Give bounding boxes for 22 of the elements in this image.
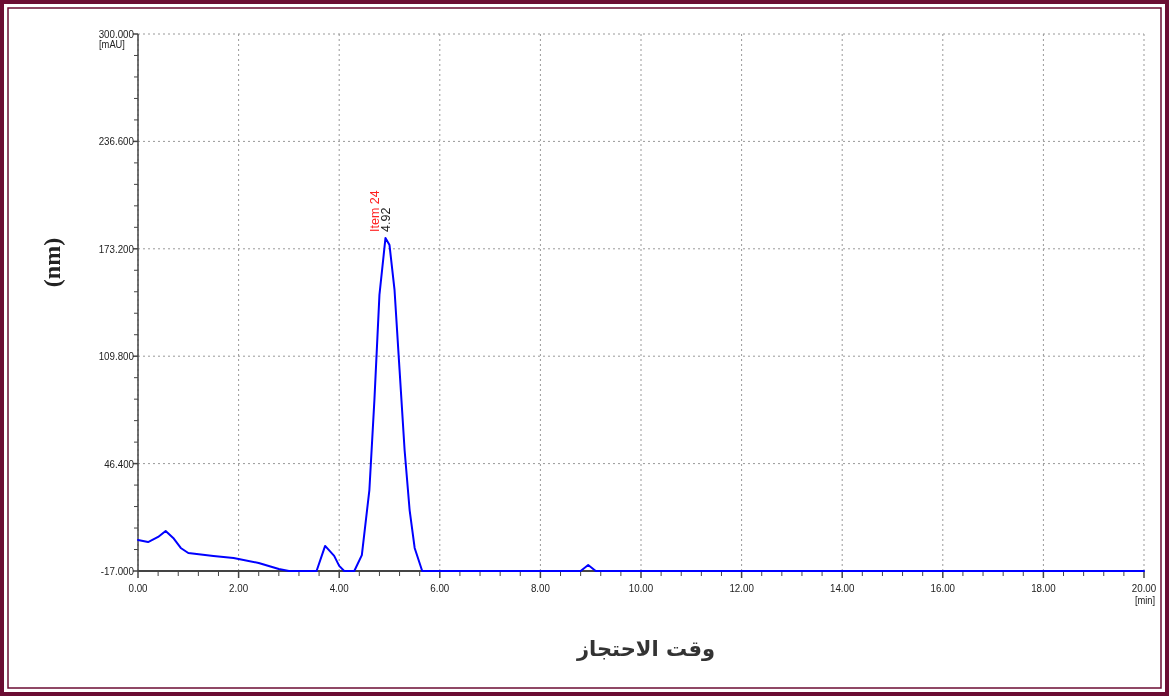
y-tick-label: 46.400 — [104, 456, 135, 470]
x-tick-label: 8.00 — [530, 581, 550, 595]
annotation: 4.92 — [379, 207, 394, 232]
x-tick-label: 0.00 — [128, 581, 148, 595]
x-tick-label: 10.00 — [628, 581, 654, 595]
x-tick-label: 18.00 — [1031, 581, 1056, 595]
y-tick-label: -17.000 — [100, 564, 135, 578]
x-tick-label: 12.00 — [729, 581, 754, 595]
y-tick-label: 109.800 — [98, 349, 135, 363]
x-tick-label: 14.00 — [829, 581, 855, 595]
x-tick-label: 4.00 — [329, 581, 349, 595]
y-tick-label: 300.000 — [98, 27, 135, 41]
x-tick-label: 20.00 — [1131, 581, 1157, 595]
x-tick-label: 6.00 — [430, 581, 450, 595]
y-tick-label: 173.200 — [98, 242, 135, 255]
x-tick-label: 2.00 — [229, 581, 249, 595]
y-tick-label: 236.600 — [98, 134, 135, 148]
text: [min] — [1134, 594, 1156, 607]
x-axis-title: وقت الاحتجاز — [576, 637, 715, 661]
y-axis-title: (nm) — [39, 237, 65, 288]
text: [mAU] — [99, 38, 126, 51]
x-tick-label: 16.00 — [930, 581, 956, 595]
